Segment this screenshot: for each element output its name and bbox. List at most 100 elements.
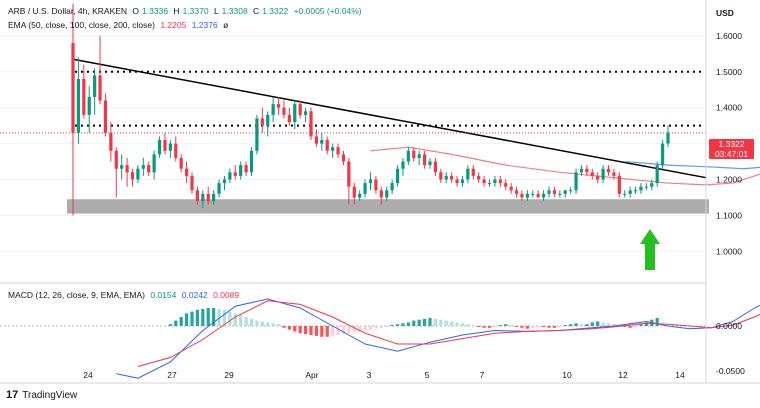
macd-histogram-bar	[249, 318, 254, 326]
candle	[455, 175, 459, 187]
macd-histogram-bar	[417, 319, 421, 326]
ema-legend[interactable]: EMA (50, close, 100, close, 200, close) …	[8, 20, 231, 30]
candle-body	[585, 168, 589, 173]
macd-histogram-bar	[525, 326, 529, 329]
candle-body	[558, 193, 562, 195]
candle-body	[195, 190, 200, 202]
candle	[639, 183, 643, 194]
macd-histogram-bar	[422, 318, 427, 326]
x-tick-label: 7	[480, 370, 485, 380]
candle	[93, 68, 97, 115]
candle	[428, 157, 432, 169]
candle	[574, 168, 578, 194]
candle-body	[287, 114, 291, 123]
macd-histogram-bar	[260, 321, 264, 326]
macd-value-3: 0.0089	[213, 290, 240, 300]
candle	[644, 183, 648, 191]
candle-body	[471, 168, 475, 176]
macd-legend[interactable]: MACD (12, 26, close, 9, EMA, EMA) 0.0154…	[8, 290, 242, 300]
candle-body	[320, 140, 324, 144]
macd-histogram-bar	[450, 321, 454, 326]
candle-body	[222, 179, 227, 184]
candle	[412, 147, 416, 162]
candle	[666, 125, 670, 148]
macd-histogram-bar	[504, 324, 508, 326]
macd-histogram-bar	[601, 322, 605, 326]
candle-body	[271, 104, 275, 115]
candle-body	[114, 150, 118, 169]
macd-histogram-bar	[406, 322, 410, 326]
x-tick-label: Apr	[305, 370, 318, 380]
x-tick-label: 5	[425, 370, 430, 380]
candle-body	[455, 179, 459, 184]
macd-histogram-bar	[374, 326, 378, 329]
candle	[547, 186, 551, 198]
macd-title: MACD (12, 26, close, 9, EMA, EMA)	[8, 290, 145, 300]
candle-body	[368, 179, 373, 184]
candle	[385, 186, 389, 202]
low-value: 1.3308	[221, 6, 248, 16]
candle	[195, 186, 200, 205]
macd-histogram-bar	[347, 326, 351, 334]
candle-body	[347, 161, 351, 187]
candle-body	[174, 143, 178, 158]
macd-histogram-bar	[428, 317, 432, 326]
candle-body	[363, 183, 367, 194]
up-arrow-icon	[640, 229, 660, 270]
macd-histogram-bar	[514, 326, 519, 327]
macd-histogram-bar	[552, 326, 557, 328]
close-value: 1.3322	[262, 6, 289, 16]
candle-body	[574, 172, 578, 191]
y-tick-label: 1.2000	[716, 174, 742, 184]
candle	[606, 165, 611, 176]
candle-body	[477, 175, 481, 180]
candle-body	[314, 136, 319, 144]
macd-histogram-bar	[293, 326, 297, 332]
macd-histogram-bar	[590, 322, 594, 326]
candle-body	[460, 179, 465, 184]
candle	[450, 172, 454, 184]
candle-body	[282, 107, 286, 115]
tradingview-brand[interactable]: 17 TradingView	[6, 389, 77, 401]
macd-histogram-bar	[314, 326, 319, 336]
macd-histogram-bar	[585, 324, 589, 326]
candle-body	[520, 193, 524, 198]
candle	[82, 64, 86, 119]
candle-body	[109, 132, 113, 151]
candle	[477, 172, 481, 184]
open-value: 1.3336	[142, 6, 169, 16]
candle-body	[120, 165, 124, 169]
candle-body	[244, 165, 248, 173]
candle-body	[433, 161, 438, 173]
candle-body	[493, 179, 497, 184]
macd-histogram-bar	[358, 326, 362, 332]
candle-body	[303, 111, 308, 115]
candle	[390, 179, 394, 194]
candle-body	[212, 193, 216, 202]
candle	[444, 172, 448, 184]
candle	[395, 165, 400, 187]
candle-body	[157, 140, 162, 155]
candle	[439, 168, 443, 184]
candle	[590, 168, 594, 180]
candle	[520, 190, 524, 202]
candle	[98, 35, 102, 105]
candle	[184, 161, 189, 184]
candle-body	[395, 168, 400, 184]
candle	[260, 107, 264, 133]
macd-histogram-bar	[341, 326, 346, 335]
ema-value-1: 1.2205	[160, 20, 187, 30]
macd-histogram-bar	[212, 308, 216, 326]
candle-body	[293, 104, 297, 123]
candle-body	[147, 165, 151, 173]
candle-body	[536, 193, 540, 198]
candle	[293, 100, 297, 130]
candle	[190, 172, 194, 194]
candle-body	[644, 186, 648, 188]
candle	[401, 157, 405, 176]
macd-histogram-bar	[477, 326, 481, 327]
candle	[466, 165, 470, 184]
candle-body	[412, 150, 416, 158]
